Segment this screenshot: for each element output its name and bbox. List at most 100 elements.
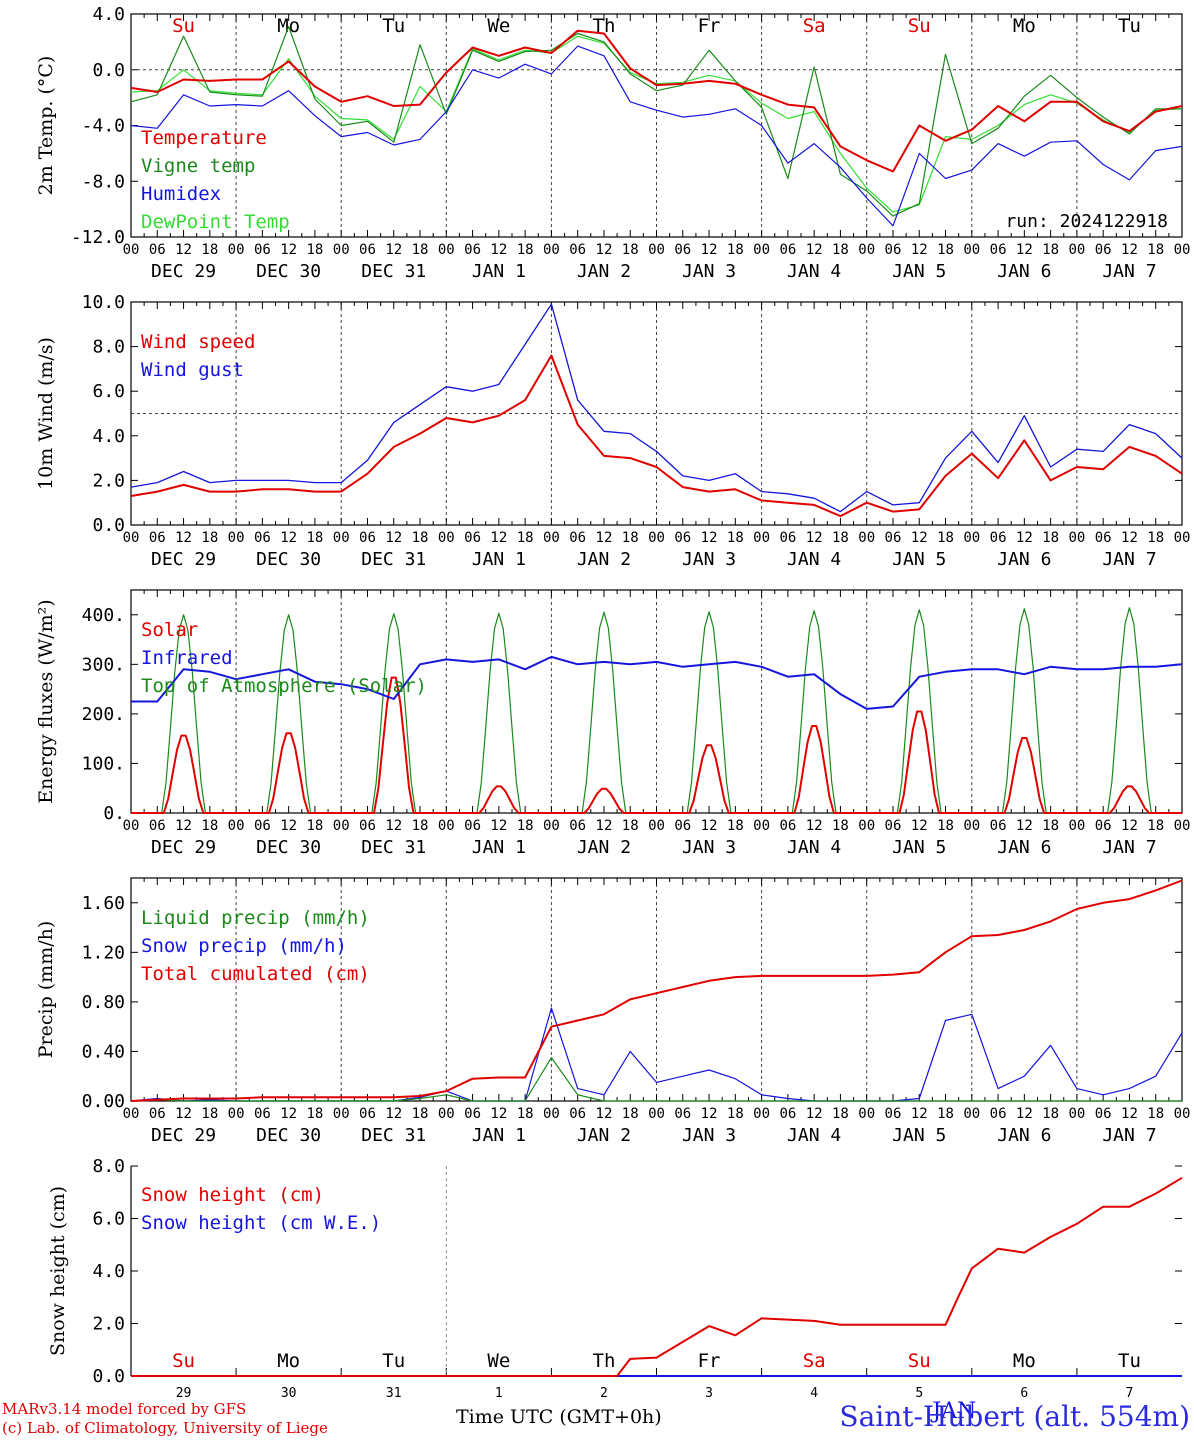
- day-name-label: Mo: [1013, 15, 1036, 37]
- date-label: JAN 3: [682, 549, 736, 570]
- day-name-label: Tu: [1118, 15, 1141, 37]
- series-vigne-temp: [130, 25, 1182, 217]
- day-name-label: Su: [172, 15, 195, 37]
- hour-tick-label: 12: [1121, 242, 1138, 258]
- date-label: DEC 29: [151, 549, 216, 570]
- y-tick-label: -4.0: [82, 116, 125, 137]
- hour-tick-label: 18: [622, 242, 639, 258]
- date-label: JAN 4: [787, 549, 841, 570]
- hour-tick-label: 12: [1121, 1106, 1138, 1122]
- day-number-label: 3: [705, 1386, 713, 1401]
- day-name-label: We: [487, 1350, 510, 1372]
- date-label: DEC 30: [256, 837, 321, 858]
- day-name-label: Su: [172, 1350, 195, 1372]
- hour-tick-label: 00: [963, 530, 980, 546]
- date-label: DEC 29: [151, 837, 216, 858]
- series-wind-gust: [130, 303, 1183, 513]
- hour-tick-label: 12: [490, 1106, 507, 1122]
- hour-tick-label: 12: [1121, 818, 1138, 834]
- hour-tick-label: 18: [937, 818, 954, 834]
- date-label: JAN 7: [1102, 549, 1156, 570]
- date-label: JAN 5: [892, 549, 946, 570]
- hour-tick-label: 00: [228, 242, 245, 258]
- day-number-label: 31: [386, 1386, 402, 1401]
- y-tick-label: 8.0: [92, 1156, 125, 1177]
- hour-tick-label: 12: [175, 818, 192, 834]
- hour-tick-label: 00: [123, 242, 140, 258]
- hour-tick-label: 12: [596, 242, 613, 258]
- hour-tick-label: 06: [1095, 1106, 1112, 1122]
- hour-tick-label: 06: [149, 242, 166, 258]
- hour-tick-label: 12: [806, 818, 823, 834]
- hour-tick-label: 06: [674, 530, 691, 546]
- hour-tick-label: 18: [1042, 530, 1059, 546]
- series-wind-speed: [130, 354, 1183, 518]
- day-name-label: Fr: [698, 15, 721, 37]
- hour-tick-label: 00: [543, 1106, 560, 1122]
- hour-tick-label: 00: [438, 530, 455, 546]
- day-name-label: We: [487, 15, 510, 37]
- y-axis-label: Snow height (cm): [47, 1186, 69, 1356]
- date-label: JAN 3: [682, 1125, 736, 1146]
- legend-entry: Wind speed: [141, 331, 255, 353]
- y-tick-label: -12.0: [71, 227, 125, 248]
- date-label: JAN 1: [472, 837, 526, 858]
- hour-tick-label: 06: [359, 1106, 376, 1122]
- hour-tick-label: 18: [937, 530, 954, 546]
- hour-tick-label: 00: [753, 1106, 770, 1122]
- hour-tick-label: 00: [1068, 818, 1085, 834]
- hour-tick-label: 00: [228, 530, 245, 546]
- hour-tick-label: 06: [569, 242, 586, 258]
- hour-tick-label: 18: [306, 1106, 323, 1122]
- date-label: JAN 4: [787, 261, 841, 282]
- date-label: DEC 29: [151, 1125, 216, 1146]
- hour-tick-label: 18: [517, 818, 534, 834]
- hour-tick-label: 06: [779, 242, 796, 258]
- hour-tick-label: 12: [701, 1106, 718, 1122]
- day-number-label: 4: [810, 1386, 818, 1401]
- hour-tick-label: 18: [306, 242, 323, 258]
- hour-tick-label: 18: [1147, 242, 1164, 258]
- hour-tick-label: 18: [306, 530, 323, 546]
- y-tick-label: 0.40: [82, 1041, 125, 1062]
- date-label: DEC 30: [256, 261, 321, 282]
- hour-tick-label: 06: [779, 818, 796, 834]
- date-label: JAN 5: [892, 837, 946, 858]
- hour-tick-label: 06: [1095, 530, 1112, 546]
- hour-tick-label: 12: [911, 1106, 928, 1122]
- hour-tick-label: 00: [858, 1106, 875, 1122]
- hour-tick-label: 18: [517, 530, 534, 546]
- hour-tick-label: 12: [1016, 1106, 1033, 1122]
- hour-tick-label: 00: [753, 818, 770, 834]
- hour-tick-label: 06: [1095, 242, 1112, 258]
- hour-tick-label: 12: [701, 530, 718, 546]
- legend-entry: Infrared: [141, 647, 233, 669]
- legend-entry: Wind gust: [141, 359, 244, 381]
- hour-tick-label: 18: [412, 530, 429, 546]
- legend-entry: Temperature: [141, 127, 267, 149]
- date-label: JAN 3: [682, 837, 736, 858]
- hour-tick-label: 06: [990, 818, 1007, 834]
- hour-tick-label: 06: [149, 818, 166, 834]
- day-name-label: Tu: [382, 15, 405, 37]
- y-tick-label: 1.60: [82, 893, 125, 914]
- day-name-label: Sa: [803, 15, 826, 37]
- legend-entry: Liquid precip (mm/h): [141, 907, 370, 929]
- hour-tick-label: 06: [569, 818, 586, 834]
- date-label: DEC 31: [361, 261, 426, 282]
- day-name-label: Sa: [803, 1350, 826, 1372]
- date-label: JAN 1: [472, 261, 526, 282]
- day-number-label: 7: [1126, 1386, 1134, 1401]
- date-label: JAN 5: [892, 1125, 946, 1146]
- hour-tick-label: 06: [254, 242, 271, 258]
- y-tick-label: -8.0: [82, 171, 125, 192]
- hour-tick-label: 18: [832, 818, 849, 834]
- y-tick-label: 1.20: [82, 942, 125, 963]
- hour-tick-label: 06: [569, 1106, 586, 1122]
- hour-tick-label: 18: [201, 1106, 218, 1122]
- overlap-label: JAN: [930, 1399, 976, 1424]
- day-name-label: Fr: [698, 1350, 721, 1372]
- hour-tick-label: 18: [517, 1106, 534, 1122]
- hour-tick-label: 00: [543, 530, 560, 546]
- y-tick-label: 4.0: [92, 1261, 125, 1282]
